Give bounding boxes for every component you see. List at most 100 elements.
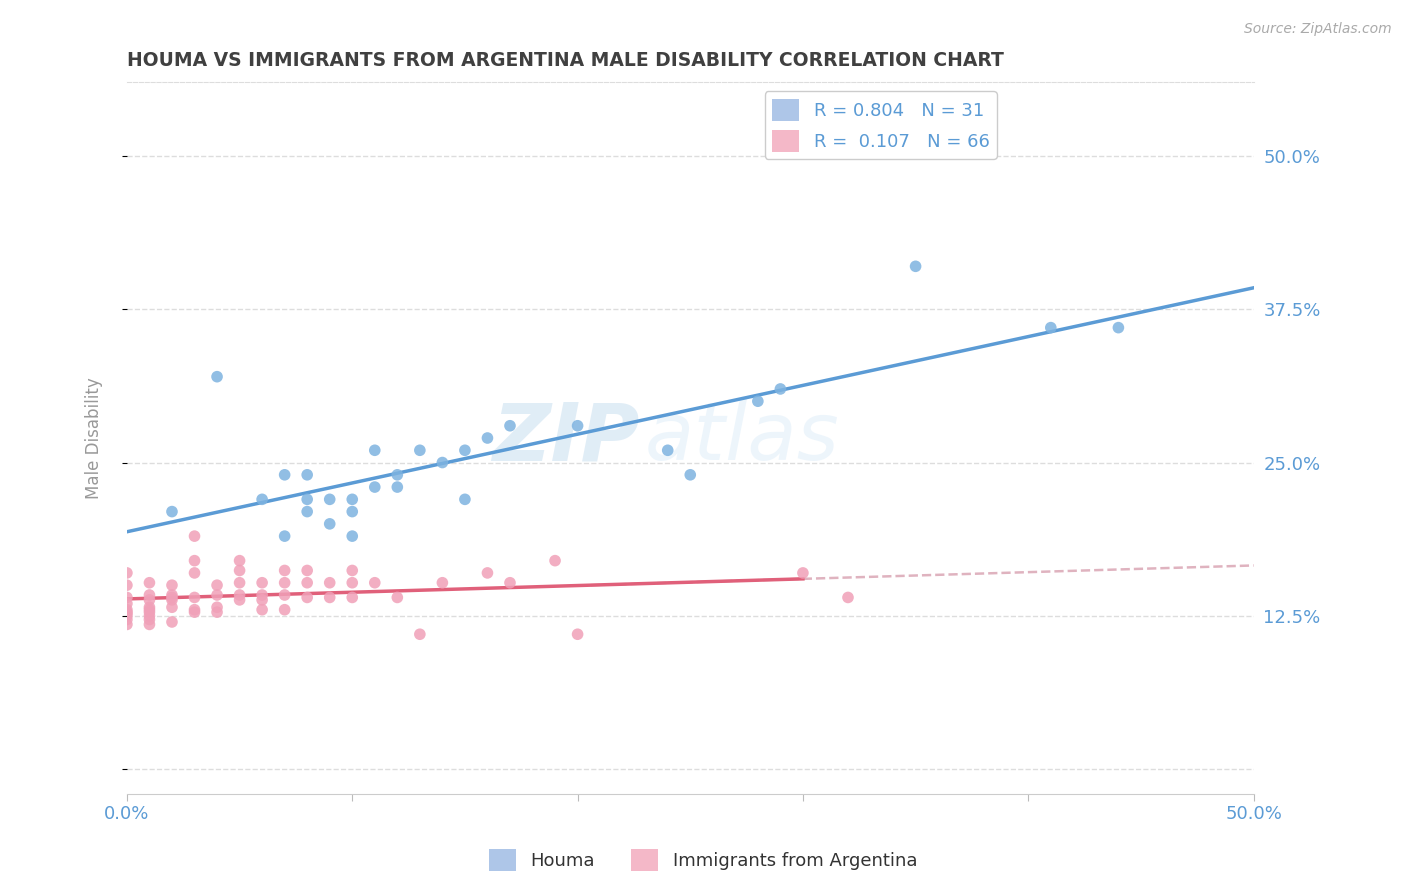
Point [250, 575, 273, 590]
Point [250, 603, 273, 617]
Point [657, 443, 679, 458]
Point [205, 588, 228, 602]
Point [295, 505, 318, 519]
Y-axis label: Male Disability: Male Disability [86, 377, 103, 499]
Point [409, 627, 432, 641]
Point [138, 613, 160, 627]
Point [342, 591, 364, 605]
Point [183, 554, 205, 568]
Point [138, 603, 160, 617]
Point [387, 467, 409, 482]
Point [228, 575, 250, 590]
Point [364, 480, 387, 494]
Point [295, 591, 318, 605]
Point [205, 605, 228, 619]
Point [295, 575, 318, 590]
Point [295, 564, 318, 578]
Point [115, 603, 138, 617]
Point [250, 588, 273, 602]
Point [295, 492, 318, 507]
Point [205, 578, 228, 592]
Point [364, 575, 387, 590]
Point [250, 593, 273, 607]
Point [183, 603, 205, 617]
Point [138, 575, 160, 590]
Point [567, 418, 589, 433]
Point [432, 456, 454, 470]
Point [769, 382, 792, 396]
Point [1107, 320, 1129, 334]
Point [228, 588, 250, 602]
Legend: R = 0.804   N = 31, R =  0.107   N = 66: R = 0.804 N = 31, R = 0.107 N = 66 [765, 91, 997, 159]
Point [205, 600, 228, 615]
Point [138, 600, 160, 615]
Point [138, 593, 160, 607]
Point [342, 564, 364, 578]
Point [319, 516, 342, 531]
Point [387, 480, 409, 494]
Point [160, 615, 183, 629]
Point [115, 578, 138, 592]
Point [115, 597, 138, 611]
Point [138, 605, 160, 619]
Point [273, 588, 295, 602]
Point [792, 566, 814, 580]
Point [837, 591, 859, 605]
Point [432, 575, 454, 590]
Point [273, 529, 295, 543]
Legend: Houma, Immigrants from Argentina: Houma, Immigrants from Argentina [482, 842, 924, 879]
Point [160, 600, 183, 615]
Point [250, 492, 273, 507]
Point [904, 260, 927, 274]
Point [183, 591, 205, 605]
Point [295, 467, 318, 482]
Point [115, 613, 138, 627]
Point [679, 467, 702, 482]
Point [138, 588, 160, 602]
Point [183, 529, 205, 543]
Point [138, 608, 160, 623]
Point [273, 603, 295, 617]
Point [409, 443, 432, 458]
Text: ZIP: ZIP [492, 399, 640, 477]
Point [319, 575, 342, 590]
Point [319, 591, 342, 605]
Point [115, 605, 138, 619]
Point [115, 608, 138, 623]
Point [567, 627, 589, 641]
Point [1039, 320, 1062, 334]
Point [115, 617, 138, 632]
Point [319, 492, 342, 507]
Point [160, 588, 183, 602]
Point [183, 566, 205, 580]
Point [160, 505, 183, 519]
Point [747, 394, 769, 409]
Point [160, 591, 183, 605]
Point [160, 578, 183, 592]
Point [454, 492, 477, 507]
Point [183, 605, 205, 619]
Point [454, 443, 477, 458]
Point [115, 591, 138, 605]
Point [138, 617, 160, 632]
Point [273, 564, 295, 578]
Point [205, 369, 228, 384]
Point [342, 505, 364, 519]
Text: Source: ZipAtlas.com: Source: ZipAtlas.com [1244, 22, 1392, 37]
Point [228, 564, 250, 578]
Point [499, 418, 522, 433]
Point [387, 591, 409, 605]
Point [499, 575, 522, 590]
Point [160, 593, 183, 607]
Point [342, 575, 364, 590]
Text: atlas: atlas [645, 399, 839, 477]
Point [273, 467, 295, 482]
Point [477, 431, 499, 445]
Point [342, 529, 364, 543]
Point [342, 492, 364, 507]
Point [364, 443, 387, 458]
Point [544, 554, 567, 568]
Text: HOUMA VS IMMIGRANTS FROM ARGENTINA MALE DISABILITY CORRELATION CHART: HOUMA VS IMMIGRANTS FROM ARGENTINA MALE … [127, 51, 1004, 70]
Point [477, 566, 499, 580]
Point [273, 575, 295, 590]
